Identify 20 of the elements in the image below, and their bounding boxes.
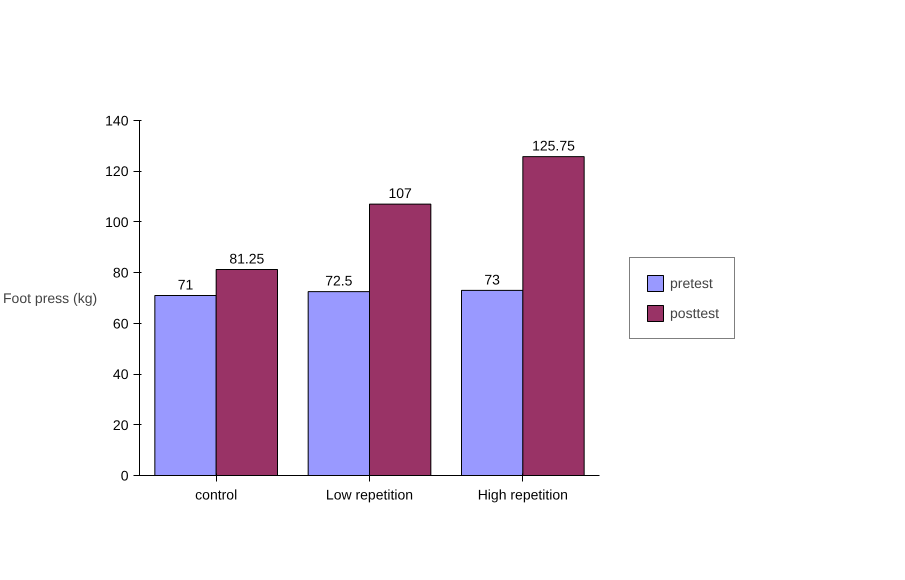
data-label: 107 <box>388 185 412 202</box>
y-tick-label: 120 <box>105 163 129 180</box>
legend-label: pretest <box>670 274 713 290</box>
data-label: 125.75 <box>532 138 576 154</box>
y-tick-label: 140 <box>105 112 129 128</box>
y-tick-label: 100 <box>105 214 129 230</box>
data-label: 72.5 <box>325 272 353 289</box>
y-tick-label: 60 <box>112 315 129 332</box>
y-tick-label: 0 <box>120 468 129 484</box>
x-tick-label: Low repetition <box>326 486 414 502</box>
data-label: 71 <box>178 276 194 292</box>
y-tick-label: 40 <box>112 366 129 382</box>
y-axis-title: Foot press (kg) <box>3 290 98 306</box>
y-tick-label: 20 <box>112 416 129 433</box>
data-label: 81.25 <box>229 250 265 266</box>
y-tick-label: 80 <box>112 264 129 281</box>
x-tick-label: High repetition <box>478 486 568 502</box>
data-label: 73 <box>484 271 500 288</box>
x-tick-label: control <box>195 486 238 502</box>
legend-label: posttest <box>670 304 720 320</box>
